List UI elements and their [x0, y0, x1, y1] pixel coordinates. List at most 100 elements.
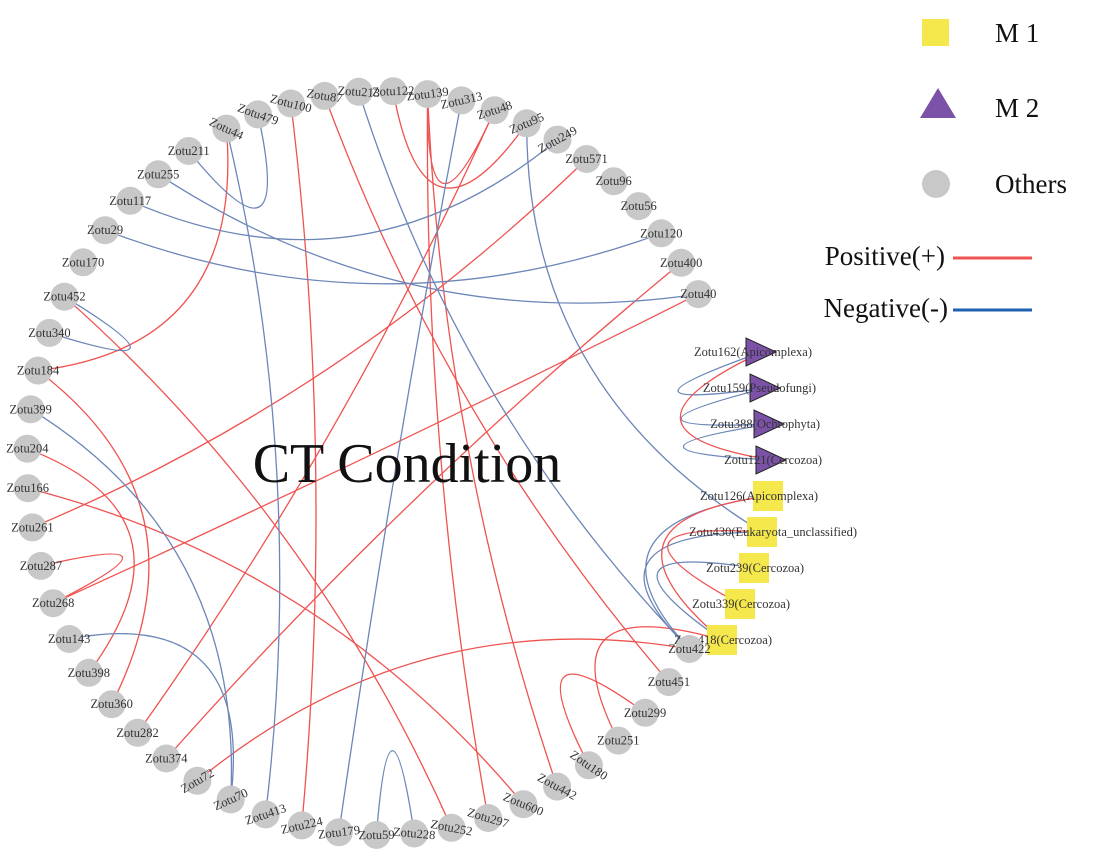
node-zotu398[interactable]: Zotu398 — [68, 658, 110, 687]
node-circle — [512, 109, 541, 138]
node-label: Zotu179 — [317, 823, 361, 842]
node-zotu59[interactable]: Zotu59 — [358, 821, 395, 849]
node-zotu180[interactable]: Zotu180 — [567, 748, 610, 783]
node-zotu239[interactable]: Zotu239(Cercozoa) — [706, 553, 804, 583]
node-circle — [212, 114, 241, 143]
positive-edge — [52, 293, 699, 604]
node-zotu44[interactable]: Zotu44 — [207, 114, 246, 143]
legend-negative-label: Negative(-) — [824, 293, 948, 323]
positive-edge — [32, 158, 588, 528]
node-zotu282[interactable]: Zotu282 — [116, 718, 159, 747]
node-zotu122[interactable]: Zotu122 — [372, 77, 415, 106]
node-zotu211[interactable]: Zotu211 — [168, 137, 210, 165]
node-label: Zotu126(Apicomplexa) — [700, 489, 818, 503]
node-circle — [675, 635, 704, 663]
node-circle — [50, 282, 79, 311]
node-circle — [18, 513, 47, 542]
node-square — [707, 625, 737, 655]
node-label: Zotu398 — [68, 666, 110, 680]
node-zotu120[interactable]: Zotu120 — [640, 219, 682, 248]
node-zotu204[interactable]: Zotu204 — [6, 434, 49, 463]
node-label: Zotu87 — [306, 86, 344, 105]
node-circle — [474, 804, 503, 832]
node-zotu360[interactable]: Zotu360 — [91, 690, 133, 719]
legend-positive-label: Positive(+) — [825, 241, 945, 271]
node-zotu479[interactable]: Zotu479 — [236, 100, 281, 129]
node-zotu287[interactable]: Zotu287 — [20, 551, 62, 580]
node-zotu184[interactable]: Zotu184 — [17, 356, 60, 385]
node-zotu179[interactable]: Zotu179 — [317, 818, 361, 847]
node-zotu297[interactable]: Zotu297 — [466, 804, 511, 832]
negative-edge — [225, 128, 281, 815]
node-zotu96[interactable]: Zotu96 — [596, 167, 632, 196]
node-zotu268[interactable]: Zotu268 — [32, 589, 74, 618]
node-zotu95[interactable]: Zotu95 — [507, 109, 546, 138]
node-zotu255[interactable]: Zotu255 — [137, 160, 179, 189]
negative-edge — [188, 114, 269, 209]
node-label: Zotu166 — [7, 481, 49, 495]
node-zotu399[interactable]: Zotu399 — [10, 395, 52, 424]
node-zotu87[interactable]: Zotu87 — [306, 81, 344, 110]
node-label: Zotu29 — [87, 223, 123, 237]
node-label: Zotu239(Cercozoa) — [706, 561, 804, 575]
node-zotu252[interactable]: Zotu252 — [429, 813, 474, 842]
node-zotu313[interactable]: Zotu313 — [439, 86, 484, 115]
node-circle — [16, 395, 45, 424]
positive-edge — [165, 262, 682, 759]
node-zotu249[interactable]: Zotu249 — [536, 123, 580, 156]
node-circle — [437, 813, 466, 842]
node-zotu299[interactable]: Zotu299 — [624, 698, 666, 727]
positive-edge — [661, 495, 769, 641]
node-zotu430[interactable]: Zotu430(Eukaryota_unclassified) — [689, 517, 857, 547]
edges-layer — [27, 91, 773, 836]
node-zotu388[interactable]: Zotu388(Ochrophyta) — [710, 409, 820, 439]
node-zotu126[interactable]: Zotu126(Apicomplexa) — [700, 481, 818, 511]
node-zotu40[interactable]: Zotu40 — [680, 280, 716, 309]
node-circle — [447, 86, 476, 115]
node-zotu72[interactable]: Zotu72 — [178, 766, 216, 796]
node-circle — [362, 821, 391, 849]
node-zotu29[interactable]: Zotu29 — [87, 216, 123, 245]
negative-edge — [69, 633, 235, 800]
node-zotu374[interactable]: Zotu374 — [145, 744, 188, 773]
node-zotu451[interactable]: Zotu451 — [648, 668, 690, 697]
node-zotu162[interactable]: Zotu162(Apicomplexa) — [694, 337, 812, 367]
node-zotu159[interactable]: Zotu159(Pseudofungi) — [703, 373, 816, 403]
negative-edge — [129, 139, 558, 241]
node-triangle — [755, 445, 788, 475]
node-circle — [24, 356, 53, 385]
node-zotu139[interactable]: Zotu139 — [406, 80, 450, 109]
node-zotu143[interactable]: Zotu143 — [48, 625, 90, 653]
node-zotu121[interactable]: Zotu121(Cercozoa) — [724, 445, 822, 475]
legend: M 1 M 2 Others Positive(+) Negative(-) — [824, 18, 1067, 323]
diagram-title: CT Condition — [253, 433, 562, 495]
node-zotu70[interactable]: Zotu70 — [211, 785, 250, 814]
node-zotu422[interactable]: Zotu422 — [668, 635, 711, 663]
node-zotu213[interactable]: Zotu213 — [337, 77, 380, 106]
node-circle — [74, 658, 103, 687]
node-zotu117[interactable]: Zotu117 — [109, 186, 151, 215]
node-circle — [572, 145, 601, 173]
node-zotu166[interactable]: Zotu166 — [7, 474, 49, 503]
node-zotu228[interactable]: Zotu228 — [392, 819, 436, 848]
node-circle — [13, 434, 42, 463]
node-zotu100[interactable]: Zotu100 — [269, 89, 313, 118]
legend-m2-label: M 2 — [995, 93, 1039, 123]
node-circle — [624, 192, 653, 221]
node-zotu340[interactable]: Zotu340 — [28, 318, 71, 347]
node-zotu224[interactable]: Zotu224 — [280, 811, 325, 840]
node-zotu56[interactable]: Zotu56 — [621, 192, 657, 221]
node-zotu251[interactable]: Zotu251 — [597, 726, 639, 755]
node-zotu452[interactable]: Zotu452 — [43, 282, 86, 311]
positive-edge — [137, 109, 496, 734]
node-zotu400[interactable]: Zotu400 — [660, 248, 702, 277]
node-label: Zotu117 — [109, 194, 151, 208]
node-zotu442[interactable]: Zotu442 — [535, 770, 579, 802]
node-zotu170[interactable]: Zotu170 — [62, 248, 104, 277]
node-zotu339[interactable]: Zotu339(Cercozoa) — [692, 589, 790, 619]
positive-edge — [667, 530, 763, 605]
node-label: Zotu451 — [648, 675, 690, 689]
node-zotu600[interactable]: Zotu600 — [501, 790, 545, 819]
node-zotu261[interactable]: Zotu261 — [11, 513, 54, 542]
node-zotu571[interactable]: Zotu571 — [565, 145, 608, 173]
